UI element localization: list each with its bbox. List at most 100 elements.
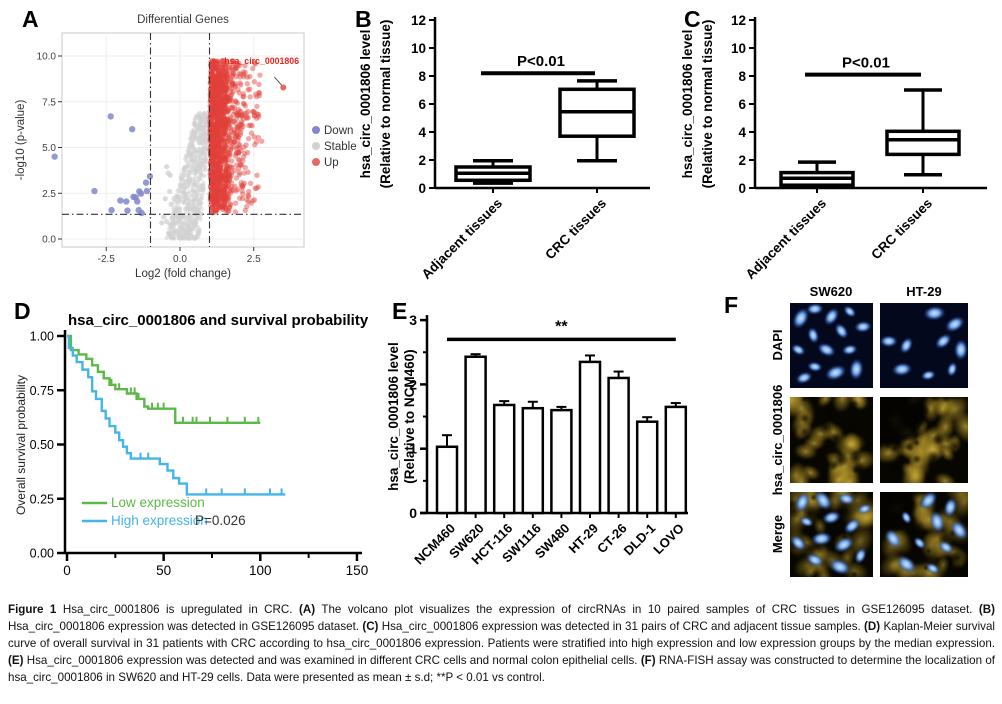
- category-label: Adjacent tissues: [419, 196, 505, 282]
- y-tick-label: 8: [738, 69, 746, 84]
- km-ytick: 0.00: [30, 547, 54, 561]
- bar-ytick: 0: [409, 505, 417, 521]
- km-ytick: 0.50: [30, 438, 54, 452]
- y-tick-label: 2: [418, 153, 426, 168]
- significance-label: **: [555, 318, 568, 335]
- significance-label: P<0.01: [517, 53, 565, 70]
- bar-ytick: 3: [409, 312, 417, 328]
- micrograph-dapi-sw620: [790, 303, 873, 388]
- panel-e-label: E: [392, 298, 408, 324]
- km-xtick: 100: [249, 563, 272, 578]
- bar-ct-26: [607, 370, 630, 515]
- legend-item-stable: Stable: [324, 141, 357, 153]
- row-label-hsa-circ-0001806: hsa_circ_0001806: [770, 384, 785, 496]
- y-tick-label: 0: [418, 181, 426, 196]
- y-axis-label-line1: hsa_circ_0001806 level: [358, 30, 373, 179]
- km-ytick: 0.75: [30, 384, 54, 398]
- bar-category-label: NCM460: [411, 521, 458, 568]
- boxplot-patient-tissues: 0 2 4 6 8 10 12 hsa_circ_0001806 level (Relative…: [680, 13, 987, 282]
- bar-category-label: DLD-1: [621, 521, 659, 559]
- y-tick-label: 12: [731, 13, 746, 28]
- caption-text-segment: Hsa_circ_0001806 is upregulated in CRC.: [56, 603, 299, 616]
- category-label: CRC tissues: [542, 196, 609, 263]
- legend-item-up: Up: [324, 157, 339, 169]
- panel-c-label: C: [684, 6, 701, 32]
- micrograph-dapi-ht29: [880, 303, 968, 388]
- category-label: Adjacent tissues: [743, 196, 829, 282]
- bar-hct-116: [492, 400, 516, 515]
- volcano-xlabel: Log2 (fold change): [135, 268, 231, 280]
- y-tick-label: 8: [418, 69, 426, 84]
- column-header-sw620: SW620: [809, 284, 853, 299]
- volcano-xtick: -2.5: [98, 254, 116, 265]
- caption-bold-segment: Figure 1: [8, 603, 57, 616]
- km-pvalue: P=0.026: [195, 513, 246, 528]
- volcano-plot-area: [61, 32, 305, 248]
- volcano-ylabel: -log10 (p-value): [15, 100, 27, 181]
- caption-bold-segment: (B): [978, 603, 995, 616]
- box-adjacent-tissues: [779, 160, 855, 189]
- y-axis-label-line1: hsa_circ_0001806 level: [680, 30, 695, 179]
- caption-bold-segment: (A): [298, 603, 316, 616]
- km-curve-high: [67, 334, 286, 496]
- volcano-ytick: 0.0: [42, 235, 56, 246]
- category-label: CRC tissues: [868, 196, 935, 263]
- y-tick-label: 2: [738, 153, 746, 168]
- figure-caption: Figure 1 Hsa_circ_0001806 is upregulated…: [8, 601, 995, 686]
- cell-line-bar-chart: 0 1 2 3 hsa_circ_0001806 level (Relative to N…: [386, 312, 688, 568]
- panel-b-label: B: [355, 6, 372, 32]
- bar-dld-1: [635, 416, 659, 515]
- km-ylabel: Overall survival probability: [14, 375, 28, 515]
- km-legend-low: Low expression: [111, 495, 205, 510]
- panel-d-label: D: [14, 298, 31, 324]
- boxplot-gse126095: 0 2 4 6 8 10 12 hsa_circ_0001806 level (Relative…: [358, 13, 650, 282]
- caption-text-segment: Kaplan-Meier survival curve of overall s…: [8, 620, 995, 650]
- bar-sw620: [464, 353, 487, 515]
- volcano-ytick: 10.0: [37, 52, 57, 63]
- km-legend-high: High expression: [111, 513, 208, 528]
- volcano-legend: Down Stable Up: [312, 125, 357, 169]
- micrograph-fish-ht29: [880, 397, 968, 483]
- box-crc-tissues: [885, 88, 961, 177]
- volcano-annotation: hsa_circ_0001806: [224, 56, 299, 66]
- y-tick-label: 4: [738, 125, 746, 140]
- volcano-ytick: 7.5: [42, 97, 56, 108]
- y-tick-label: 6: [418, 97, 426, 112]
- km-xtick: 50: [156, 563, 171, 578]
- volcano-ytick: 5.0: [42, 143, 56, 154]
- micrograph-fish-sw620: [790, 397, 873, 483]
- volcano-plot: Differential Genes 0.0 2.5 5.0 7.5 10.0 -2.5 0.…: [15, 14, 357, 280]
- row-label-merge: Merge: [770, 514, 785, 554]
- caption-bold-segment: (E): [8, 654, 24, 667]
- km-ytick: 1.00: [30, 330, 54, 344]
- kaplan-meier-plot: 0.00 0.25 0.50 0.75 1.00 0 50 100 150 Overall sur…: [14, 312, 369, 578]
- caption-bold-segment: (C): [362, 620, 379, 633]
- km-xtick: 150: [346, 563, 369, 578]
- km-curve-low: [67, 334, 261, 424]
- y-tick-label: 10: [731, 41, 746, 56]
- panel-a-label: A: [22, 6, 39, 32]
- bar-ytick: 1: [409, 441, 417, 457]
- km-title: hsa_circ_0001806 and survival probabilit…: [68, 312, 369, 329]
- volcano-xtick: 2.5: [247, 254, 261, 265]
- km-xtick: 0: [63, 563, 71, 578]
- caption-bold-segment: (D): [864, 620, 881, 633]
- caption-text-segment: Hsa_circ_0001806 expression was detected…: [23, 654, 641, 667]
- bar-ncm460: [435, 434, 459, 515]
- caption-text-segment: Hsa_circ_0001806 expression was detected…: [8, 620, 363, 633]
- box-adjacent-tissues: [454, 158, 532, 185]
- bar-sw480: [550, 405, 573, 515]
- y-axis-label-line2: (Relative to normal tissue): [700, 20, 715, 189]
- box-crc-tissues: [558, 79, 636, 163]
- caption-text-segment: RNA-FISH assay was constructed to determ…: [8, 654, 995, 684]
- y-tick-label: 6: [738, 97, 746, 112]
- micrograph-merge-ht29: [880, 492, 968, 577]
- y-tick-label: 12: [411, 13, 426, 28]
- km-ytick: 0.25: [30, 492, 54, 506]
- significance-label: P<0.01: [842, 55, 890, 72]
- bar-ht-29: [578, 354, 602, 515]
- micrograph-merge-sw620: [790, 492, 873, 577]
- legend-item-down: Down: [324, 125, 353, 137]
- volcano-ytick: 2.5: [42, 189, 56, 200]
